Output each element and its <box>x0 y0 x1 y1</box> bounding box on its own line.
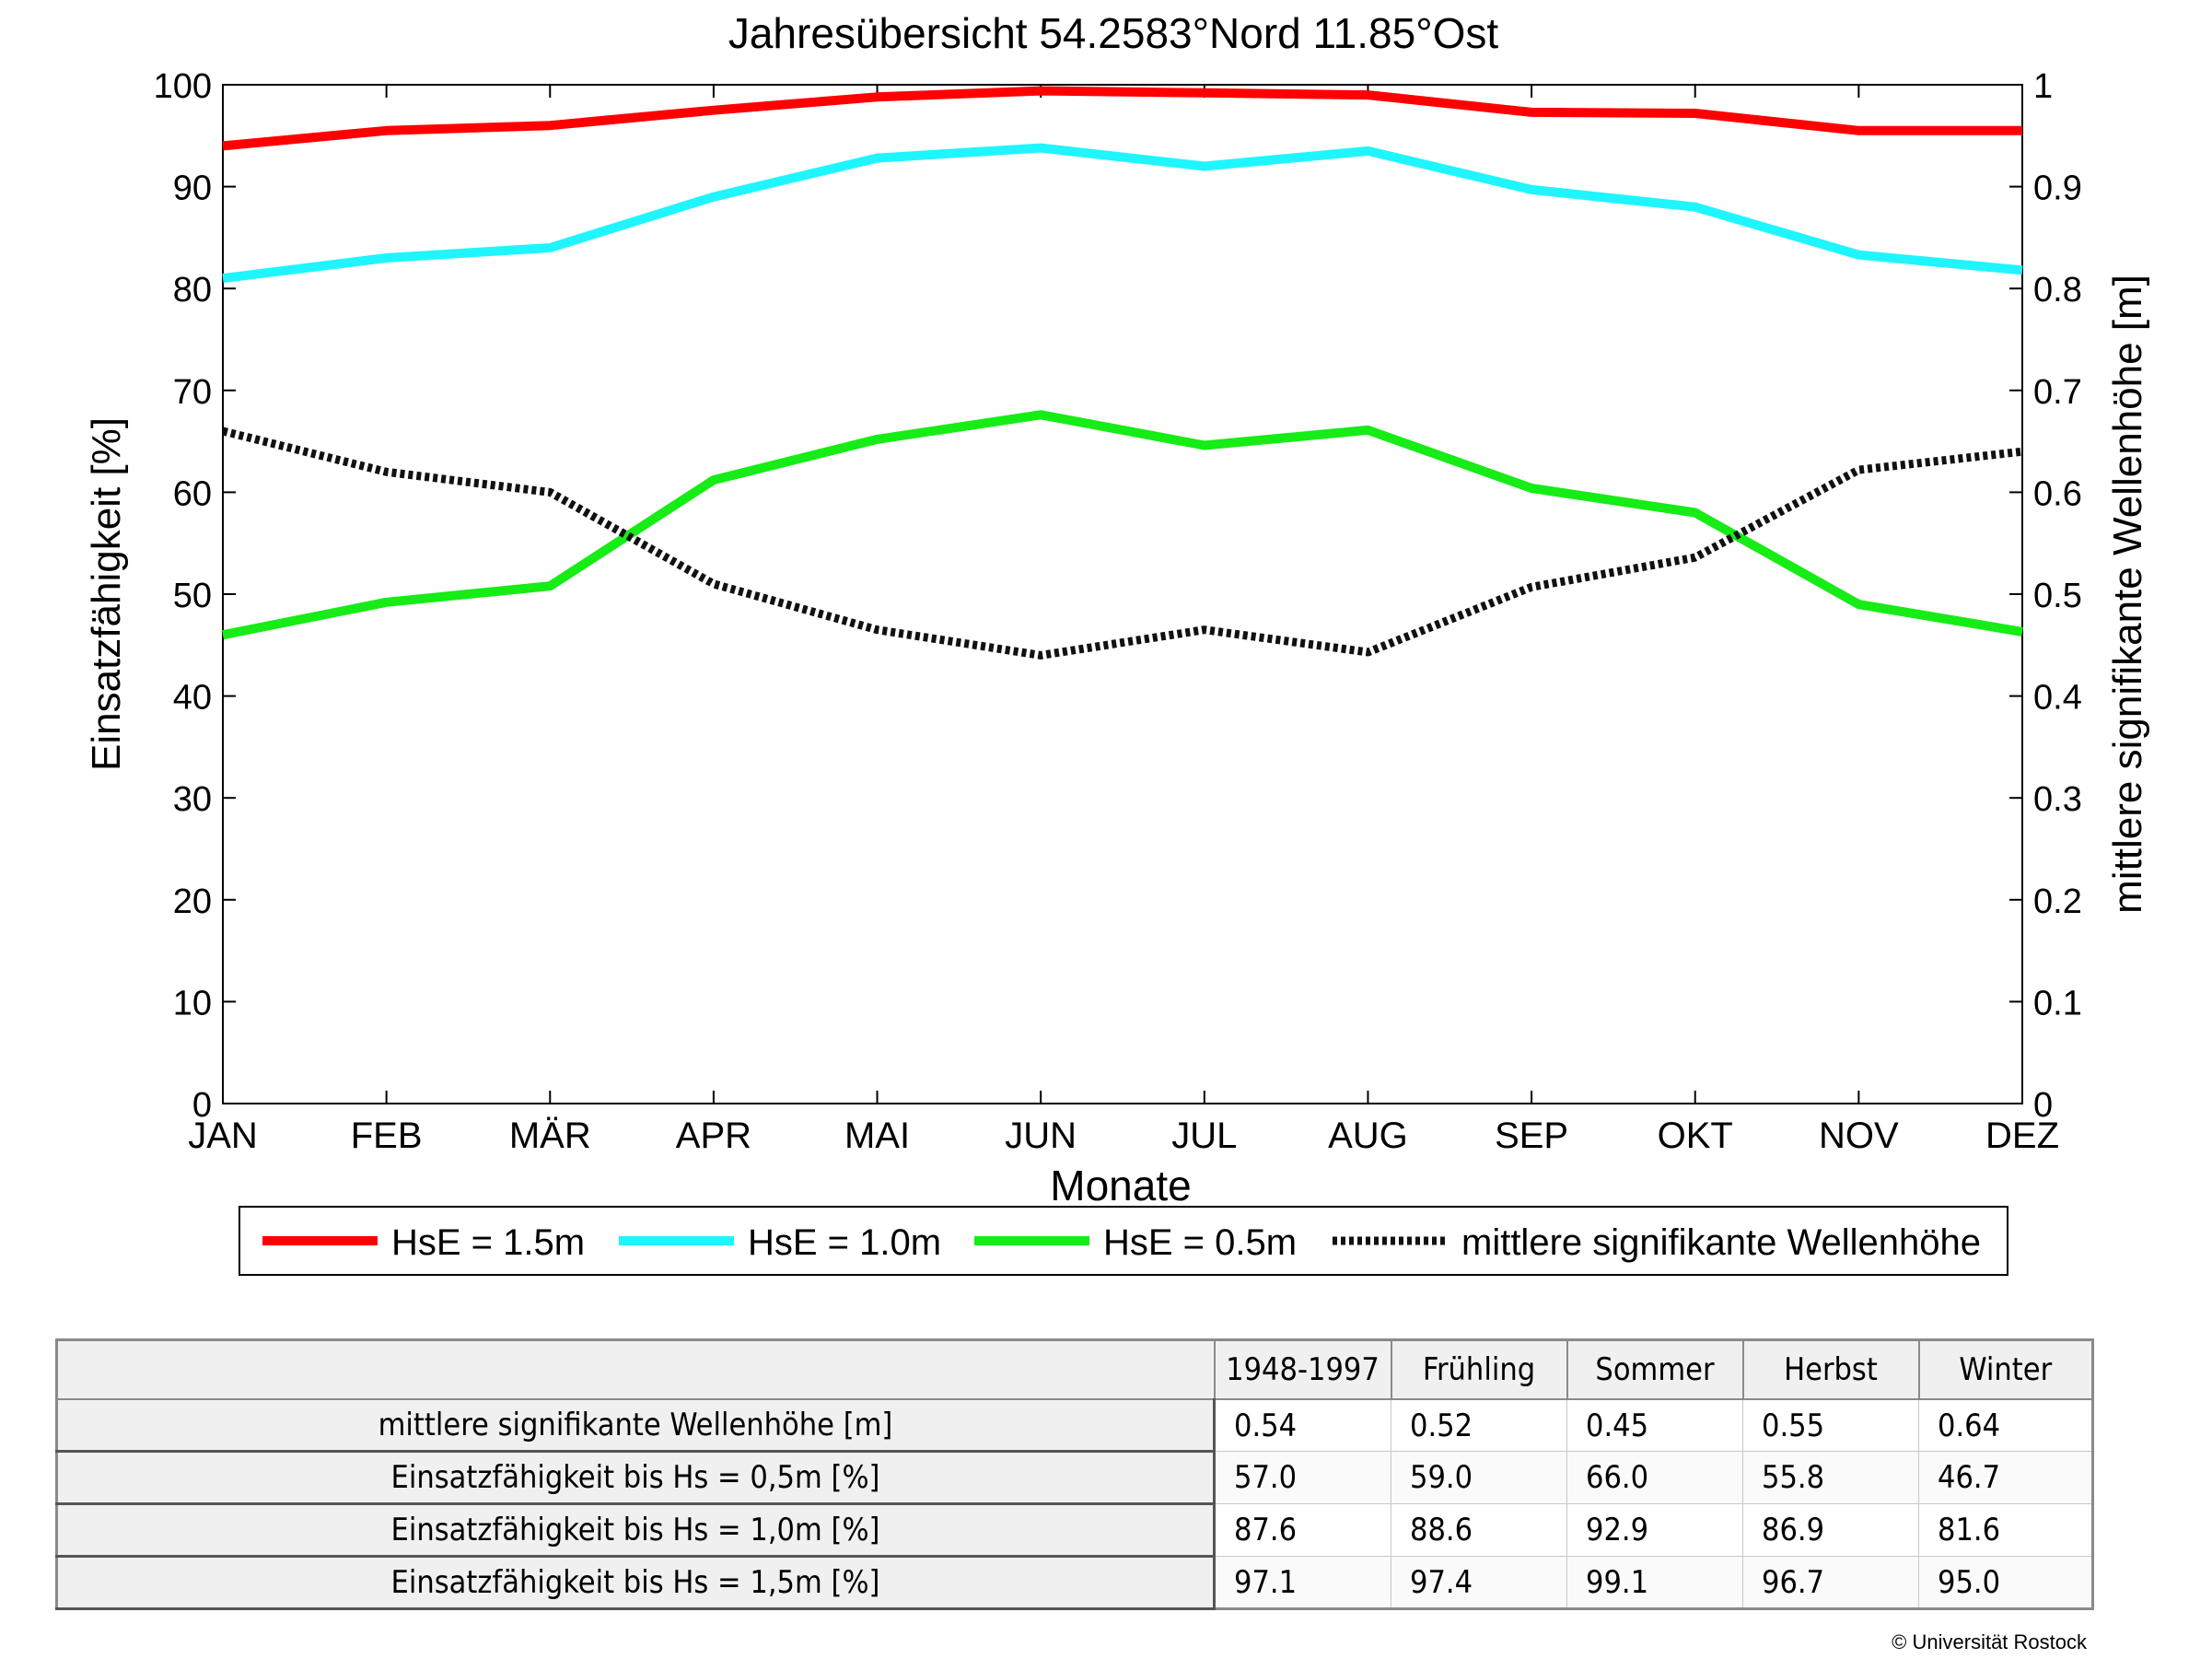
y-tick-label-right: 0.9 <box>2033 169 2082 208</box>
table-cell: 95.0 <box>1918 1556 2093 1609</box>
table-cell: 96.7 <box>1742 1556 1919 1609</box>
y-tick-label-left: 80 <box>173 271 212 310</box>
y-tick-label-left: 50 <box>173 577 212 615</box>
y-tick-label-right: 0.7 <box>2033 373 2082 412</box>
y-tick-label-left: 100 <box>154 67 212 106</box>
table-cell: 0.55 <box>1742 1399 1919 1452</box>
chart-area: Jahresübersicht 54.2583°Nord 11.85°Ost 0… <box>84 9 2150 1276</box>
summary-table: 1948-1997 Frühling Sommer Herbst Winter … <box>55 1338 2094 1610</box>
y-axis-label-right: mittlere signifikante Wellenhöhe [m] <box>2105 275 2150 914</box>
x-tick-label: OKT <box>1658 1116 1733 1156</box>
table-cell: 87.6 <box>1214 1503 1391 1557</box>
x-axis-label: Monate <box>1050 1162 1191 1209</box>
table-row-label: Einsatzfähigkeit bis Hs = 0,5m [%] <box>56 1451 1216 1505</box>
table-header-cell: Sommer <box>1566 1339 1744 1400</box>
x-tick-label: APR <box>676 1116 751 1156</box>
y-tick-label-left: 20 <box>173 882 212 921</box>
table-header-cell: Herbst <box>1742 1339 1920 1400</box>
table-cell: 92.9 <box>1566 1503 1743 1557</box>
table-cell: 0.45 <box>1566 1399 1743 1452</box>
y-tick-label-right: 0.6 <box>2033 474 2082 513</box>
table-row-label: mittlere signifikante Wellenhöhe [m] <box>56 1399 1216 1453</box>
table-cell: 97.4 <box>1391 1556 1567 1609</box>
y-tick-label-right: 0.4 <box>2033 679 2082 718</box>
series-line-hse-1-5m <box>222 86 2022 151</box>
y-tick-label-right: 1 <box>2033 67 2053 106</box>
x-axis: JAN FEB MÄR APR MAI JUN JUL AUG SEP OKT NOV DEZ <box>188 85 2059 1156</box>
y-tick-label-left: 70 <box>173 373 212 412</box>
y-tick-label-right: 0.2 <box>2033 882 2082 921</box>
table-header-cell <box>56 1339 1216 1400</box>
table-row-label: Einsatzfähigkeit bis Hs = 1,5m [%] <box>56 1556 1216 1610</box>
series-line-hse-1-0m <box>222 143 2023 284</box>
table-cell: 88.6 <box>1391 1503 1567 1557</box>
y-tick-label-left: 30 <box>173 780 212 819</box>
y-tick-label-right: 0.3 <box>2033 780 2082 819</box>
x-tick-label: NOV <box>1819 1116 1899 1156</box>
legend-label: HsE = 1.5m <box>391 1222 585 1263</box>
y-axis-label-left: Einsatzfähigkeit [%] <box>84 417 129 771</box>
legend-label: mittlere signifikante Wellenhöhe <box>1461 1222 1981 1263</box>
table-header-cell: Winter <box>1918 1339 2094 1400</box>
table-cell: 0.52 <box>1391 1399 1567 1452</box>
y-tick-label-left: 60 <box>173 474 212 513</box>
y-tick-label-left: 10 <box>173 984 212 1022</box>
table-row: Einsatzfähigkeit bis Hs = 1,5m [%] 97.1 … <box>56 1556 2093 1610</box>
y-tick-label-right: 0 <box>2033 1086 2053 1125</box>
table-row: Einsatzfähigkeit bis Hs = 0,5m [%] 57.0 … <box>56 1451 2093 1505</box>
y-tick-label-left: 40 <box>173 679 212 718</box>
x-tick-label: JUN <box>1005 1116 1077 1156</box>
chart-title: Jahresübersicht 54.2583°Nord 11.85°Ost <box>728 9 1499 57</box>
legend-box <box>239 1206 2008 1276</box>
table-cell: 97.1 <box>1214 1556 1391 1609</box>
copyright-notice: © Universität Rostock <box>1892 1630 2087 1653</box>
x-tick-label: DEZ <box>1985 1116 2059 1156</box>
series-layer <box>221 86 2023 660</box>
table-cell: 46.7 <box>1918 1451 2093 1504</box>
y-axis-left: 0 10 20 30 40 50 60 70 80 90 100 <box>154 67 236 1125</box>
table-row-label: Einsatzfähigkeit bis Hs = 1,0m [%] <box>56 1503 1216 1558</box>
table-cell: 59.0 <box>1391 1451 1567 1504</box>
x-tick-label: JUL <box>1171 1116 1237 1156</box>
x-tick-label: FEB <box>351 1116 423 1156</box>
table-cell: 57.0 <box>1214 1451 1391 1504</box>
table-cell: 99.1 <box>1566 1556 1743 1609</box>
table-cell: 81.6 <box>1918 1503 2093 1557</box>
y-tick-label-left: 90 <box>173 169 212 208</box>
legend: HsE = 1.5m HsE = 1.0m HsE = 0.5m mittlere s… <box>239 1206 2008 1276</box>
table-cell: 86.9 <box>1742 1503 1919 1557</box>
table-cell: 66.0 <box>1566 1451 1743 1504</box>
table-row: mittlere signifikante Wellenhöhe [m] 0.5… <box>56 1399 2093 1453</box>
x-tick-label: MAI <box>844 1116 910 1156</box>
table-header-cell: Frühling <box>1391 1339 1568 1400</box>
table-header-row: 1948-1997 Frühling Sommer Herbst Winter <box>56 1339 2094 1400</box>
table-cell: 0.54 <box>1214 1399 1391 1452</box>
series-line-mittlere-signifikante-wellenh-he <box>221 426 2023 660</box>
y-axis-right: 0 0.1 0.2 0.3 0.4 0.5 0.6 0.7 0.8 0.9 1 <box>2009 67 2082 1125</box>
x-tick-label: MÄR <box>509 1116 591 1156</box>
table-cell: 55.8 <box>1742 1451 1919 1504</box>
y-tick-label-right: 0.1 <box>2033 984 2082 1022</box>
y-tick-label-right: 0.5 <box>2033 577 2082 615</box>
series-line-hse-0-5m <box>222 410 2023 640</box>
table-row: Einsatzfähigkeit bis Hs = 1,0m [%] 87.6 … <box>56 1503 2093 1558</box>
table-cell: 0.64 <box>1918 1399 2093 1452</box>
x-tick-label: AUG <box>1328 1116 1408 1156</box>
line-chart: Jahresübersicht 54.2583°Nord 11.85°Ost 0… <box>84 9 2150 1276</box>
legend-label: HsE = 0.5m <box>1103 1222 1297 1263</box>
x-tick-label: SEP <box>1495 1116 1568 1156</box>
y-tick-label-left: 0 <box>192 1086 212 1125</box>
table-header-cell: 1948-1997 <box>1214 1339 1392 1400</box>
x-tick-label: JAN <box>188 1116 258 1156</box>
legend-label: HsE = 1.0m <box>748 1222 941 1263</box>
y-tick-label-right: 0.8 <box>2033 271 2082 310</box>
